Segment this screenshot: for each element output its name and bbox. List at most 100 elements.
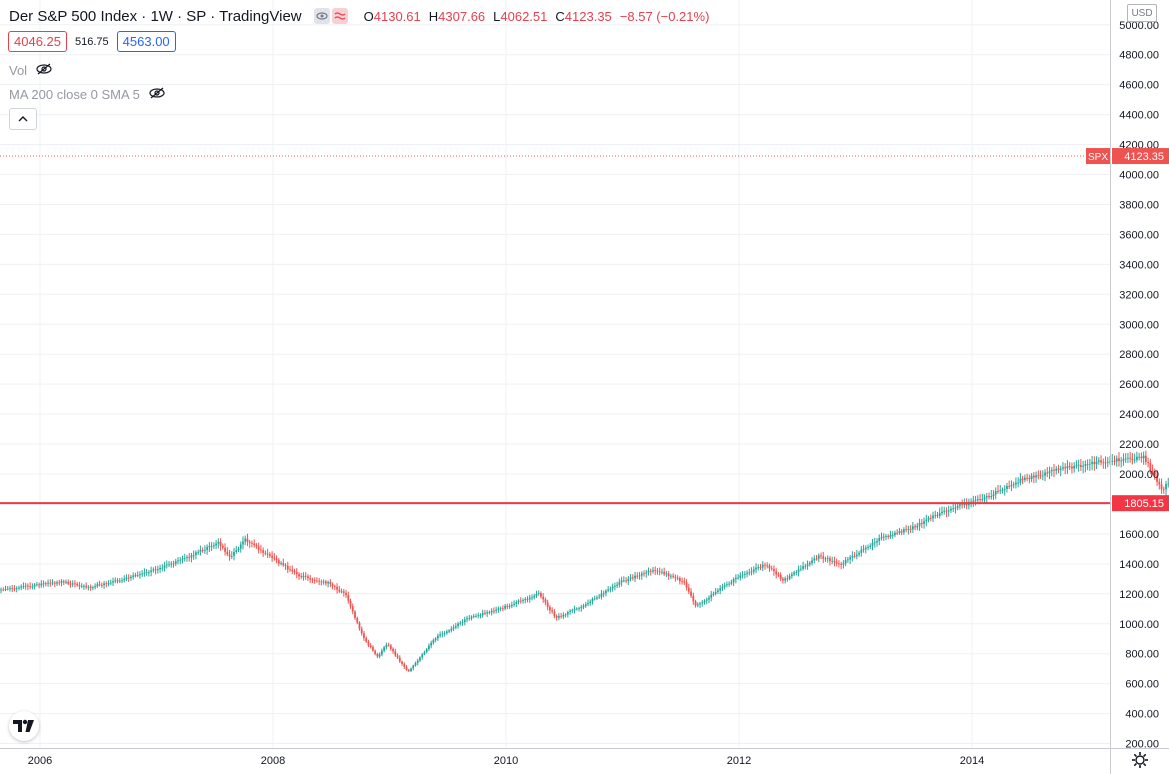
candle-body [165, 564, 168, 566]
chart-title[interactable]: Der S&P 500 Index · 1W · SP · TradingVie… [9, 7, 302, 25]
candle-body [432, 640, 435, 643]
candle-body [300, 576, 303, 578]
currency-selector[interactable]: USD [1127, 4, 1157, 22]
candle-body [862, 549, 865, 550]
candle-body [652, 570, 654, 572]
candle-body [313, 579, 316, 581]
candle-body [947, 510, 950, 512]
candle-body [51, 582, 54, 584]
candle-body [575, 608, 578, 610]
candle-body [1050, 469, 1053, 472]
candle-body [629, 577, 632, 579]
candle-body [797, 569, 800, 573]
candle-body [849, 557, 852, 560]
candle-body [31, 586, 34, 588]
candle-body [1077, 464, 1080, 466]
candle-body [925, 519, 928, 522]
candle-body [782, 578, 784, 581]
indicator-label: MA 200 close 0 SMA 5 [9, 86, 140, 102]
candle-body [784, 578, 787, 581]
gear-icon[interactable] [1131, 751, 1149, 769]
y-tick-label: 3400.00 [1119, 259, 1159, 271]
candle-body [894, 532, 896, 536]
candle-body [309, 577, 312, 580]
candle-body [349, 600, 352, 607]
candle-body [94, 586, 97, 588]
candle-body [1124, 458, 1127, 460]
candle-body [591, 598, 594, 602]
candle-body [669, 575, 672, 577]
candle-body [566, 612, 569, 615]
indicator-ma[interactable]: MA 200 close 0 SMA 5 [9, 85, 166, 103]
candle-body [952, 508, 955, 510]
candle-body [369, 645, 372, 647]
candle-body [405, 666, 408, 670]
candle-body [896, 532, 899, 534]
candle-body [389, 645, 392, 649]
candle-body [1059, 468, 1062, 470]
candle-body [1111, 460, 1114, 462]
x-tick-label: 2006 [28, 755, 52, 767]
candle-body [378, 654, 381, 657]
candle-body [1120, 460, 1123, 462]
candle-body [163, 565, 166, 568]
candle-body [560, 615, 563, 617]
indicator-volume[interactable]: Vol [9, 61, 53, 79]
candle-body [291, 569, 294, 572]
candle-body [1064, 467, 1067, 469]
candle-body [699, 603, 701, 605]
eye-icon[interactable] [313, 8, 330, 24]
sell-price-button[interactable]: 4046.25 [8, 31, 67, 52]
y-tick-label: 3200.00 [1119, 289, 1159, 301]
candle-body [443, 633, 446, 634]
candle-body [403, 663, 406, 667]
candle-body [333, 586, 336, 587]
candle-body [11, 588, 14, 590]
candle-body [150, 570, 153, 572]
candle-body [387, 644, 390, 646]
candle-body [898, 531, 901, 533]
candle-body [322, 581, 325, 583]
candle-body [994, 491, 997, 495]
tradingview-logo-icon[interactable] [9, 711, 39, 741]
candle-body [0, 589, 2, 591]
collapse-legend-button[interactable] [9, 108, 37, 130]
candle-body [105, 583, 108, 585]
candle-body [636, 575, 639, 577]
candle-body [739, 575, 742, 578]
candle-body [1023, 477, 1026, 480]
candle-body [730, 582, 733, 584]
candle-body [436, 635, 439, 639]
candle-body [714, 591, 717, 594]
candle-body [880, 536, 883, 538]
candle-body [338, 589, 341, 592]
candle-body [833, 560, 836, 563]
candle-body [2, 589, 5, 591]
wave-icon[interactable] [331, 8, 348, 24]
candle-body [1032, 475, 1035, 478]
candle-body [963, 503, 966, 506]
candle-body [979, 499, 981, 500]
candle-body [1160, 484, 1163, 490]
eye-off-icon[interactable] [148, 87, 166, 102]
candle-body [367, 641, 370, 646]
eye-off-icon[interactable] [35, 63, 53, 78]
candle-body [864, 547, 867, 550]
candle-body [840, 563, 843, 565]
candle-body [1147, 461, 1149, 464]
candle-body [107, 583, 110, 585]
candle-body [1122, 459, 1125, 461]
candle-body [817, 555, 820, 559]
candle-body [89, 586, 92, 589]
support-price-label: 1805.15 [1124, 498, 1164, 510]
candle-body [844, 560, 847, 564]
candle-body [867, 547, 869, 548]
candle-body [365, 638, 368, 642]
candle-body [255, 545, 258, 547]
candle-body [1062, 467, 1064, 469]
candle-body [71, 583, 74, 585]
buy-price-button[interactable]: 4563.00 [116, 31, 176, 52]
candle-body [488, 612, 491, 614]
